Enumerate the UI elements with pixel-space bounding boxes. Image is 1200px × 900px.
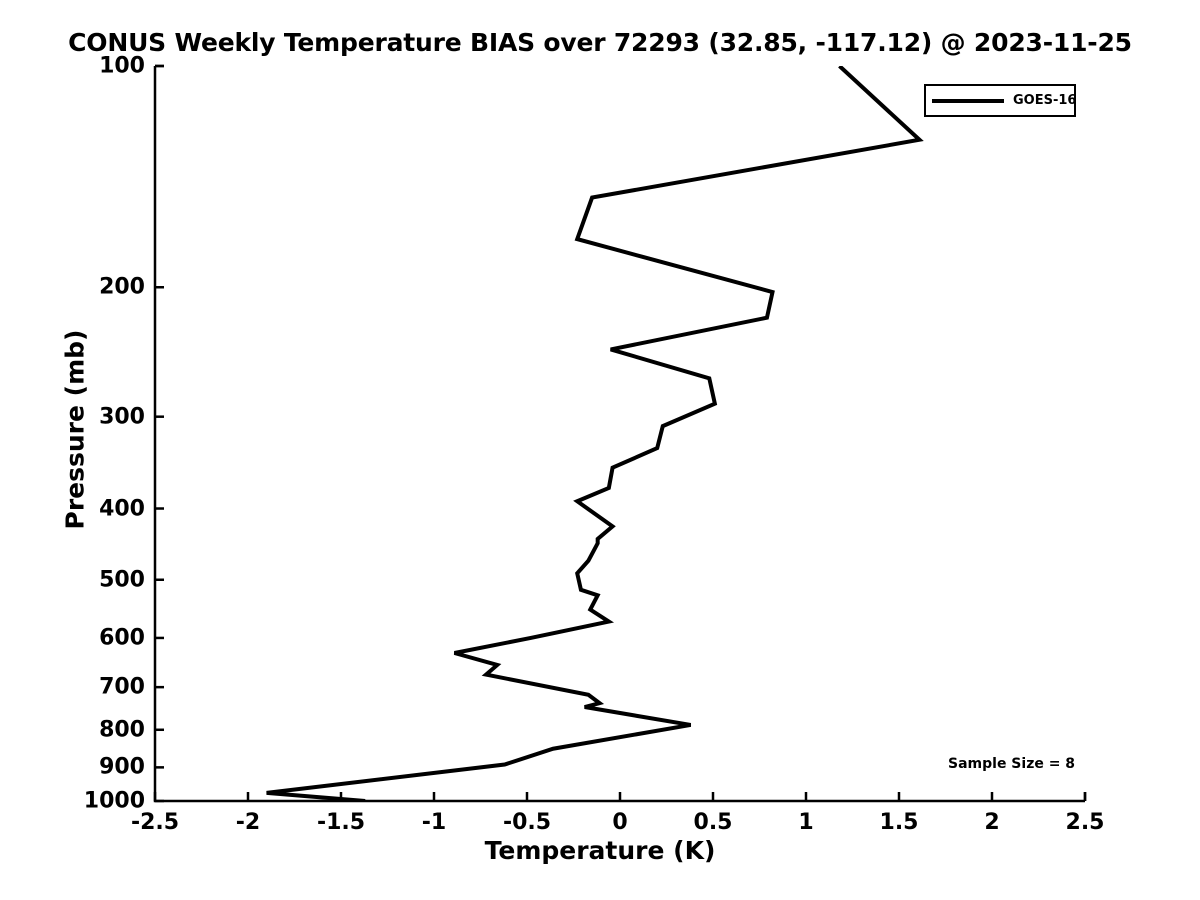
series-line-goes-16: [266, 66, 924, 801]
legend: GOES-16: [924, 84, 1076, 117]
y-tick-label: 300: [99, 404, 145, 430]
x-tick-label: 1: [798, 810, 814, 835]
legend-line-swatch-goes-16: [932, 98, 1004, 103]
x-tick-label: -2.5: [130, 810, 180, 835]
y-tick-label: 700: [99, 674, 145, 700]
axis-spines: [153, 64, 1087, 803]
x-tick-label: 0: [612, 810, 628, 835]
x-tick-label: -1.5: [316, 810, 366, 835]
chart-title: CONUS Weekly Temperature BIAS over 72293…: [68, 28, 1132, 57]
x-tick-label: -2: [235, 810, 261, 835]
x-tick-label: 1.5: [879, 810, 919, 835]
y-tick-label: 500: [99, 567, 145, 593]
y-tick-label: 200: [99, 274, 145, 300]
data-series: [266, 66, 924, 801]
y-tick-label: 1000: [83, 788, 145, 814]
legend-label-goes-16: GOES-16: [1013, 93, 1077, 108]
y-tick-label: 400: [99, 496, 145, 521]
y-tick-label: 800: [99, 717, 145, 743]
y-tick-label: 900: [99, 754, 145, 780]
y-tick-label: 600: [99, 625, 145, 651]
x-tick-label: 0.5: [693, 810, 733, 835]
x-tick-label: -0.5: [502, 810, 552, 835]
x-tick-label: -1: [421, 810, 447, 835]
sample-size-annotation: Sample Size = 8: [948, 756, 1076, 772]
x-tick-label: 2.5: [1065, 810, 1105, 835]
x-axis-label: Temperature (K): [484, 836, 716, 865]
x-tick-label: 2: [984, 810, 1000, 835]
y-tick-label: 100: [99, 53, 145, 79]
axis-ticks: [153, 64, 1087, 803]
